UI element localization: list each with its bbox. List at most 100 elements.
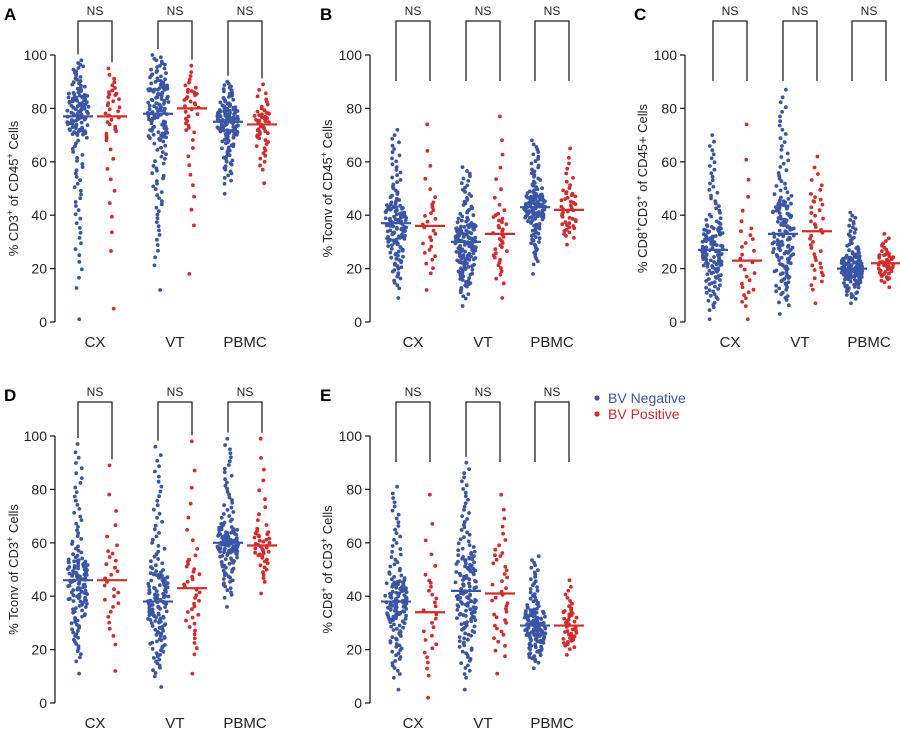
point-bv-negative <box>459 224 463 229</box>
point-bv-negative <box>781 199 786 204</box>
point-bv-positive <box>427 248 432 252</box>
point-bv-negative <box>227 459 232 464</box>
y-axis-label: % Tconv of CD3+ Cells <box>5 504 21 635</box>
point-bv-negative <box>712 280 717 284</box>
point-bv-negative <box>77 226 82 230</box>
point-bv-negative <box>74 286 79 290</box>
point-bv-negative <box>778 119 783 123</box>
point-bv-positive <box>566 640 570 644</box>
y-tick-label: 0 <box>669 314 677 330</box>
point-bv-negative <box>707 229 711 234</box>
point-bv-positive <box>187 77 192 82</box>
point-bv-negative <box>153 596 157 600</box>
point-bv-negative <box>220 554 225 558</box>
point-bv-negative <box>463 558 468 562</box>
point-bv-negative <box>226 173 231 178</box>
point-bv-negative <box>65 120 70 124</box>
group-cx: CX NS <box>381 385 445 732</box>
point-bv-negative <box>156 114 160 119</box>
point-bv-positive <box>891 255 896 260</box>
point-bv-negative <box>151 507 156 512</box>
point-bv-negative <box>77 580 82 585</box>
point-bv-positive <box>430 621 434 625</box>
point-bv-negative <box>710 174 715 179</box>
y-axis-label: % CD8+ of CD3+ Cells <box>319 505 335 634</box>
point-bv-positive <box>876 266 881 271</box>
point-bv-negative <box>534 610 539 615</box>
point-bv-negative <box>155 181 159 186</box>
significance-bracket <box>534 20 570 81</box>
point-bv-negative <box>395 127 400 132</box>
point-bv-negative <box>390 549 395 554</box>
point-bv-negative <box>536 632 541 637</box>
point-bv-negative <box>147 588 152 592</box>
x-tick-label: PBMC <box>223 715 267 732</box>
point-bv-positive <box>493 595 498 600</box>
point-bv-negative <box>464 574 469 578</box>
point-bv-negative <box>403 234 407 238</box>
point-bv-positive <box>809 178 814 182</box>
point-bv-positive <box>107 555 112 559</box>
y-tick-label: 20 <box>661 261 677 277</box>
point-bv-negative <box>384 581 389 586</box>
point-bv-negative <box>524 194 529 199</box>
point-bv-negative <box>223 546 227 551</box>
point-bv-negative <box>462 687 467 692</box>
point-bv-positive <box>566 588 571 593</box>
point-bv-negative <box>70 539 75 544</box>
point-bv-negative <box>469 204 474 209</box>
point-bv-negative <box>165 581 170 586</box>
point-bv-positive <box>569 631 573 636</box>
point-bv-positive <box>501 531 505 536</box>
point-bv-positive <box>574 615 579 620</box>
point-bv-positive <box>812 252 817 256</box>
point-bv-negative <box>390 175 395 180</box>
point-bv-positive <box>813 195 817 200</box>
point-bv-negative <box>225 79 230 84</box>
point-bv-negative <box>159 202 164 207</box>
point-bv-negative <box>844 293 849 297</box>
point-bv-positive <box>107 90 111 95</box>
point-bv-negative <box>146 134 151 139</box>
point-bv-positive <box>573 218 578 222</box>
point-bv-negative <box>714 206 718 211</box>
point-bv-negative <box>786 158 791 163</box>
point-bv-positive <box>743 241 748 245</box>
point-bv-negative <box>472 262 476 267</box>
point-bv-positive <box>572 645 577 650</box>
point-bv-positive <box>809 246 814 250</box>
point-bv-negative <box>159 55 163 60</box>
point-bv-negative <box>466 632 471 637</box>
point-bv-positive <box>192 130 197 135</box>
point-bv-positive <box>559 204 564 209</box>
point-bv-positive <box>497 543 501 548</box>
point-bv-negative <box>77 671 81 676</box>
point-bv-negative <box>459 622 464 627</box>
point-bv-negative <box>157 657 162 662</box>
point-bv-negative <box>163 156 167 161</box>
point-bv-positive <box>563 592 568 597</box>
point-bv-positive <box>499 492 504 497</box>
point-bv-negative <box>468 607 473 612</box>
point-bv-positive <box>813 213 817 218</box>
point-bv-positive <box>567 604 571 608</box>
point-bv-positive <box>110 88 115 93</box>
point-bv-negative <box>711 184 716 189</box>
point-bv-positive <box>262 565 267 570</box>
point-bv-negative <box>456 594 460 598</box>
point-bv-negative <box>712 139 716 144</box>
point-bv-negative <box>236 123 240 128</box>
point-bv-positive <box>500 296 505 300</box>
point-bv-negative <box>531 272 535 276</box>
point-bv-negative <box>398 245 403 249</box>
point-bv-negative <box>164 152 168 157</box>
point-bv-negative <box>778 165 783 169</box>
significance-bracket <box>77 401 113 460</box>
point-bv-positive <box>110 230 114 235</box>
point-bv-negative <box>785 224 790 229</box>
point-bv-negative <box>161 568 166 572</box>
point-bv-positive <box>192 621 197 626</box>
point-bv-negative <box>466 637 470 642</box>
point-bv-positive <box>183 109 188 114</box>
